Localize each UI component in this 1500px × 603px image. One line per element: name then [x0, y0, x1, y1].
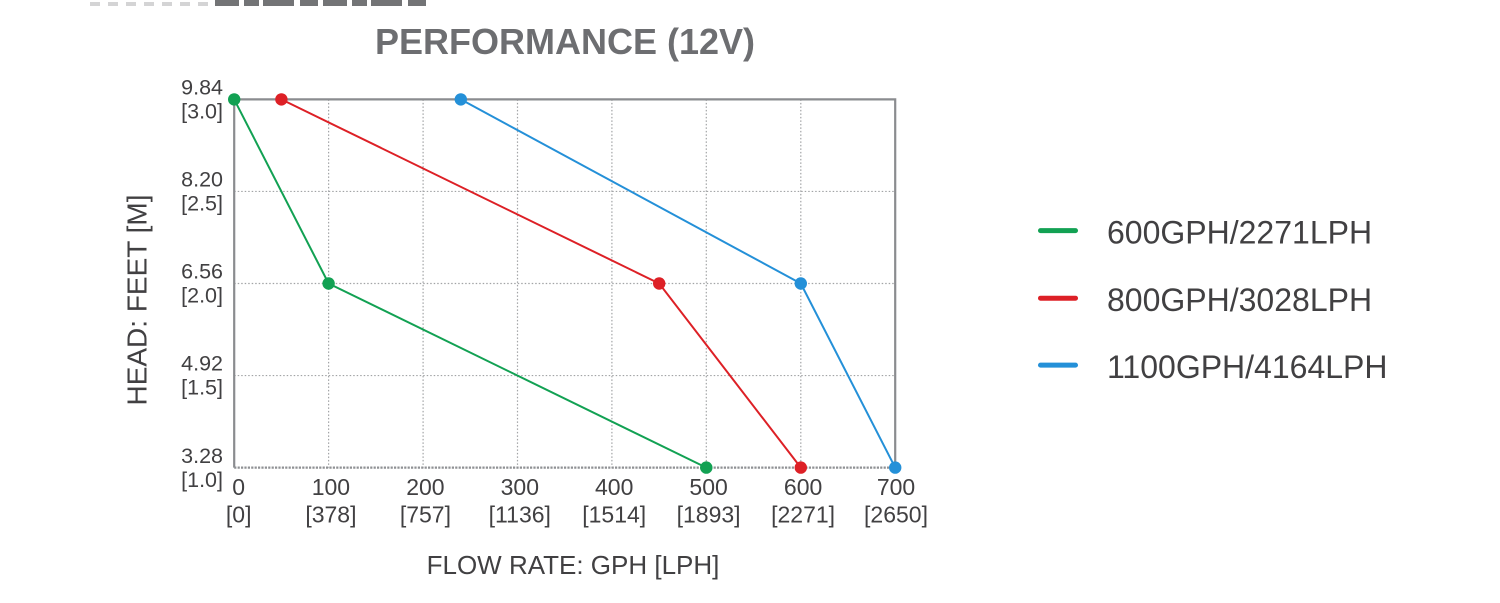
svg-text:100: 100: [312, 474, 350, 500]
svg-text:[1514]: [1514]: [582, 501, 646, 527]
svg-text:3.28: 3.28: [181, 444, 223, 468]
svg-text:600: 600: [784, 474, 822, 500]
svg-text:[2271]: [2271]: [771, 501, 835, 527]
svg-text:[1.5]: [1.5]: [181, 376, 223, 400]
svg-text:300: 300: [501, 474, 539, 500]
svg-text:[2.5]: [2.5]: [181, 192, 223, 216]
svg-text:[2.0]: [2.0]: [181, 284, 223, 308]
svg-text:[1.0]: [1.0]: [181, 468, 223, 492]
svg-text:[1893]: [1893]: [677, 501, 741, 527]
svg-text:PERFORMANCE (12V): PERFORMANCE (12V): [375, 21, 755, 62]
svg-text:6.56: 6.56: [181, 260, 223, 284]
svg-text:1100GPH/4164LPH: 1100GPH/4164LPH: [1107, 349, 1387, 385]
svg-text:[2650]: [2650]: [864, 501, 928, 527]
svg-text:0: 0: [232, 474, 245, 500]
svg-text:[0]: [0]: [226, 501, 252, 527]
svg-text:8.20: 8.20: [181, 168, 223, 192]
svg-text:4.92: 4.92: [181, 352, 223, 376]
svg-text:[1136]: [1136]: [489, 501, 551, 527]
svg-text:[378]: [378]: [305, 501, 356, 527]
svg-text:200: 200: [406, 474, 444, 500]
svg-text:700: 700: [877, 474, 915, 500]
svg-text:[3.0]: [3.0]: [181, 100, 223, 124]
svg-text:FLOW RATE: GPH [LPH]: FLOW RATE: GPH [LPH]: [427, 550, 720, 580]
svg-text:9.84: 9.84: [181, 76, 223, 100]
svg-text:600GPH/2271LPH: 600GPH/2271LPH: [1107, 215, 1372, 251]
svg-text:800GPH/3028LPH: 800GPH/3028LPH: [1107, 282, 1372, 318]
svg-text:[757]: [757]: [400, 501, 451, 527]
svg-text:500: 500: [689, 474, 727, 500]
svg-text:HEAD: FEET [M]: HEAD: FEET [M]: [122, 194, 153, 405]
svg-text:400: 400: [595, 474, 633, 500]
